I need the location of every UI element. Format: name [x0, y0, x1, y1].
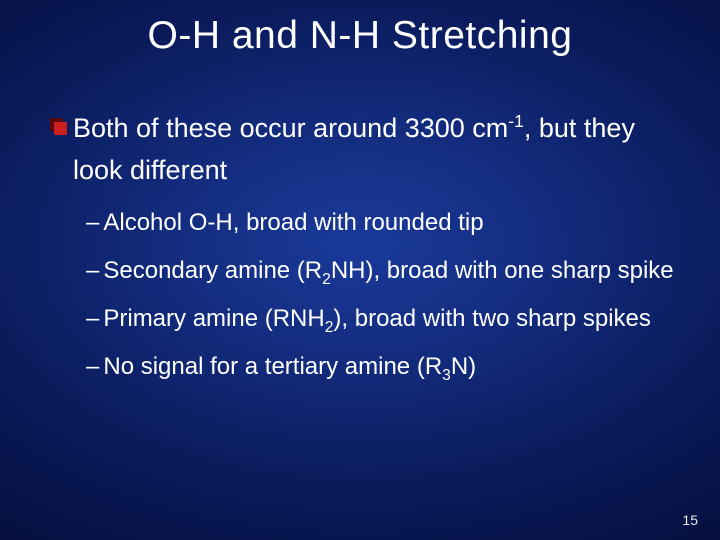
dash-icon: – [86, 209, 99, 236]
dash-icon: – [86, 305, 99, 332]
sub-bullet-item: –Secondary amine (R2NH), broad with one … [86, 250, 680, 292]
dash-icon: – [86, 353, 99, 380]
sub-text-mid: NH), broad with one sharp spike [331, 257, 674, 284]
slide-title: O-H and N-H Stretching [0, 14, 720, 58]
dash-icon: – [86, 257, 99, 284]
sub-text: Alcohol O-H, broad with rounded tip [103, 209, 483, 236]
sub-bullet-item: –Primary amine (RNH2), broad with two sh… [86, 298, 680, 340]
sub-bullet-list: –Alcohol O-H, broad with rounded tip –Se… [86, 202, 680, 388]
slide: O-H and N-H Stretching Both of these occ… [0, 0, 720, 540]
sub-text-pre: Secondary amine (R [103, 257, 322, 284]
sub-text-sub: 3 [442, 366, 451, 383]
sub-text-pre: Primary amine (RNH [103, 305, 324, 332]
main-text-pre: Both of these occur around 3300 cm [73, 113, 508, 143]
sub-text-mid: N) [451, 353, 476, 380]
main-bullet: Both of these occur around 3300 cm-1, bu… [50, 108, 680, 192]
sub-bullet-item: –Alcohol O-H, broad with rounded tip [86, 202, 680, 244]
page-number: 15 [682, 512, 698, 528]
main-text-sup: -1 [508, 111, 524, 131]
main-bullet-text: Both of these occur around 3300 cm-1, bu… [73, 108, 680, 192]
slide-body: Both of these occur around 3300 cm-1, bu… [50, 108, 680, 394]
sub-bullet-item: –No signal for a tertiary amine (R3N) [86, 346, 680, 388]
square-bullet-icon [50, 118, 63, 131]
sub-text-mid: ), broad with two sharp spikes [333, 305, 650, 332]
sub-text-pre: No signal for a tertiary amine (R [103, 353, 442, 380]
sub-text-sub: 2 [322, 270, 331, 287]
